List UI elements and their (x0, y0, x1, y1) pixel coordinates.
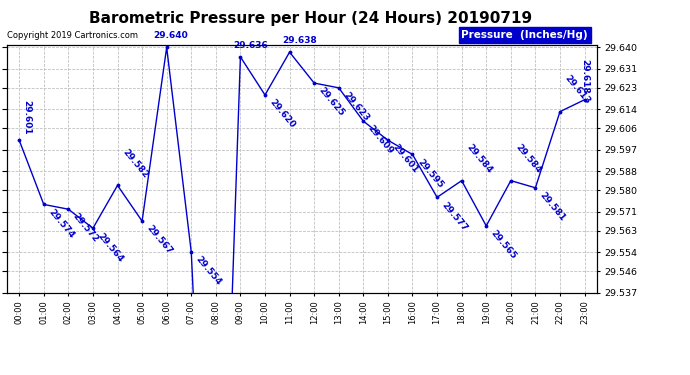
Text: 29.640: 29.640 (152, 32, 188, 40)
Text: Pressure  (Inches/Hg): Pressure (Inches/Hg) (462, 30, 588, 40)
Text: 29.638: 29.638 (283, 36, 317, 45)
Text: Barometric Pressure per Hour (24 Hours) 20190719: Barometric Pressure per Hour (24 Hours) … (89, 11, 532, 26)
Text: 29.609: 29.609 (366, 124, 395, 156)
Text: 29.618: 29.618 (580, 59, 589, 94)
Text: 29.625: 29.625 (317, 86, 346, 118)
Text: 29.623: 29.623 (342, 91, 371, 123)
Text: 29.584: 29.584 (513, 142, 543, 175)
Text: 29.636: 29.636 (233, 41, 268, 50)
Text: 29.567: 29.567 (145, 224, 174, 256)
Text: 29.564: 29.564 (96, 231, 125, 264)
Text: 29.574: 29.574 (46, 207, 76, 240)
Text: 29.601: 29.601 (22, 100, 31, 135)
Text: 29.620: 29.620 (268, 98, 297, 130)
Text: 29.613: 29.613 (563, 74, 592, 106)
Text: 29.554: 29.554 (194, 255, 224, 287)
Text: 29.565: 29.565 (489, 229, 518, 261)
Text: 29.601: 29.601 (391, 143, 420, 175)
Text: 29.337: 29.337 (0, 374, 1, 375)
Text: 29.577: 29.577 (440, 200, 469, 232)
Text: 29.572: 29.572 (71, 212, 101, 244)
Text: 29.581: 29.581 (538, 190, 567, 223)
Text: 29.584: 29.584 (464, 142, 494, 175)
Text: Copyright 2019 Cartronics.com: Copyright 2019 Cartronics.com (7, 31, 138, 40)
Text: 29.582: 29.582 (120, 147, 150, 180)
Text: 29.595: 29.595 (415, 157, 444, 190)
